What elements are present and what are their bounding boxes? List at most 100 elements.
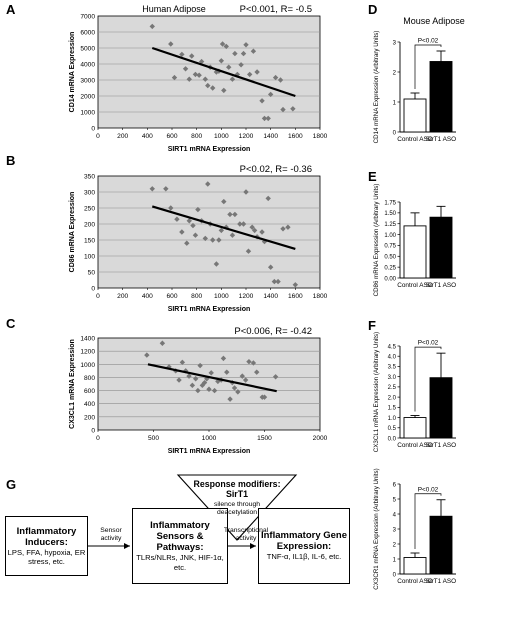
bar-e-ytick-label: 0.00 [384,276,396,282]
scatter-a-point [243,42,249,48]
scatter-b-point [213,261,220,267]
scatter-c-point [224,369,230,375]
scatter-b-point [280,226,286,232]
scatter-a-ytick-label: 7000 [80,14,95,21]
scatter-a-xtick-label: 1200 [239,133,254,140]
scatter-c-ytick-label: 1000 [80,362,95,369]
scatter-a-point [280,106,286,113]
scatter-b-ytick-label: 300 [84,190,95,197]
scatter-b-point [240,221,247,227]
bar-d-ytick-label: 3 [393,40,397,46]
bar-e-ytick-label: 1.50 [384,211,396,217]
scatter-c-point [246,358,252,365]
bar-e-category-label: Control ASO [397,282,433,289]
scatter-a-point [196,72,202,78]
scatter-a-point [247,71,253,78]
response-modifier-triangle [176,474,298,541]
bar-f-ytick-label: 4.5 [388,344,397,350]
scatter-b-xlabel: SIRT1 mRNA Expression [168,306,251,313]
bar-h-category-label: Control ASO [397,578,433,585]
scatter-b-point [149,186,155,192]
bar-f-significance: P<0.02 [418,340,439,347]
sensors-body: TLRs/NLRs, JNK, HIF-1α, etc. [136,553,224,572]
bar-h-ytick-label: 1 [393,557,397,563]
scatter-a-point [171,74,178,81]
scatter-a-ytick-label: 6000 [80,30,95,37]
scatter-b-point [243,189,249,195]
bar-e-sirt1 [429,216,453,279]
genes-box: Inflammatory Gene Expression: TNF-α, IL1… [258,508,350,584]
bar-f-ytick-label: 0.5 [388,426,397,432]
scatter-c-ylabel: CX3CL1 mRNA Expression [69,339,76,429]
scatter-c-xlabel: SIRT1 mRNA Expression [168,448,251,455]
bar-f-ytick-label: 2.0 [388,395,397,401]
scatter-b-point [245,248,252,254]
scatter-a-xtick-label: 600 [166,133,177,140]
scatter-b-ytick-label: 100 [84,254,95,261]
scatter-a-point [189,53,195,59]
bar-f-control [403,417,427,439]
scatter-a-ytick-label: 2000 [80,94,95,101]
transcriptional-activity-label: Transcriptional activity [223,527,269,542]
bar-d-ytick-label: 1 [393,100,397,106]
panel-letter-b: B [6,153,15,168]
scatter-c-xtick-label: 2000 [313,435,328,442]
panel-letter-c: C [6,316,16,331]
scatter-a-point [265,115,271,122]
scatter-a-point [210,85,216,91]
bar-h-ytick-label: 4 [393,512,397,518]
bar-e-ytick-label: 0.25 [384,265,396,271]
scatter-b-xtick-label: 800 [191,293,202,300]
scatter-a-ylabel: CD14 mRNA Expression [69,32,76,113]
bar-f-ylabel: CX3CL1 mRNA Expression (Arbitrary Units) [373,332,380,452]
scatter-b-point [249,224,255,230]
scatter-a-xtick-label: 1400 [263,133,278,140]
scatter-a-point [232,50,238,57]
scatter-c-point [239,373,245,379]
scatter-b-point [221,198,227,205]
scatter-a-point [198,58,205,65]
scatter-b-xtick-label: 0 [96,293,100,300]
scatter-a-point [277,77,284,83]
bar-d-ytick-label: 0 [393,130,397,136]
scatter-a-stat: P<0.001, R= -0.5 [240,4,312,15]
scatter-a-point [234,71,241,78]
scatter-c-point [204,376,210,382]
bar-e-ytick-label: 1.00 [384,233,396,239]
scatter-c-point [179,359,186,366]
scatter-c-point [189,382,196,389]
scatter-a-point [205,82,211,89]
panel-letter-g: G [6,477,16,492]
scatter-a-point [226,64,232,70]
scatter-b-point [285,224,291,230]
bar-d-significance: P<0.02 [418,38,439,45]
scatter-a-point [223,43,229,50]
scatter-c-point [261,394,268,400]
scatter-c-ytick-label: 600 [84,388,95,395]
scatter-c-point [192,376,199,382]
bar-f-sirt1 [429,377,453,439]
scatter-b-ylabel: CD86 mRNA Expression [69,192,76,273]
bar-d-significance-bracket [414,44,442,89]
scatter-c-xtick-label: 1500 [257,435,272,442]
scatter-b-xtick-label: 400 [142,293,153,300]
panel-letter-d: D [368,2,377,17]
scatter-a-point [149,23,155,30]
bar-d-category-label: Control ASO [397,136,433,143]
scatter-b-point [179,229,185,235]
bar-d-control [403,98,427,133]
scatter-a-point [259,98,265,104]
scatter-b-point [184,240,190,246]
scatter-b-point [259,229,265,235]
bar-e-ytick-label: 0.75 [384,244,396,250]
scatter-b-point [163,186,169,192]
scatter-b-xtick-label: 600 [166,293,177,300]
scatter-b-xtick-label: 1400 [263,293,278,300]
bar-e-ytick-label: 1.75 [384,200,396,206]
scatter-c-xtick-label: 1000 [202,435,217,442]
scatter-b-ytick-label: 250 [84,206,95,213]
bar-h-significance-bracket [414,493,442,549]
scatter-a-ytick-label: 1000 [80,110,95,117]
scatter-b-point [251,227,258,234]
